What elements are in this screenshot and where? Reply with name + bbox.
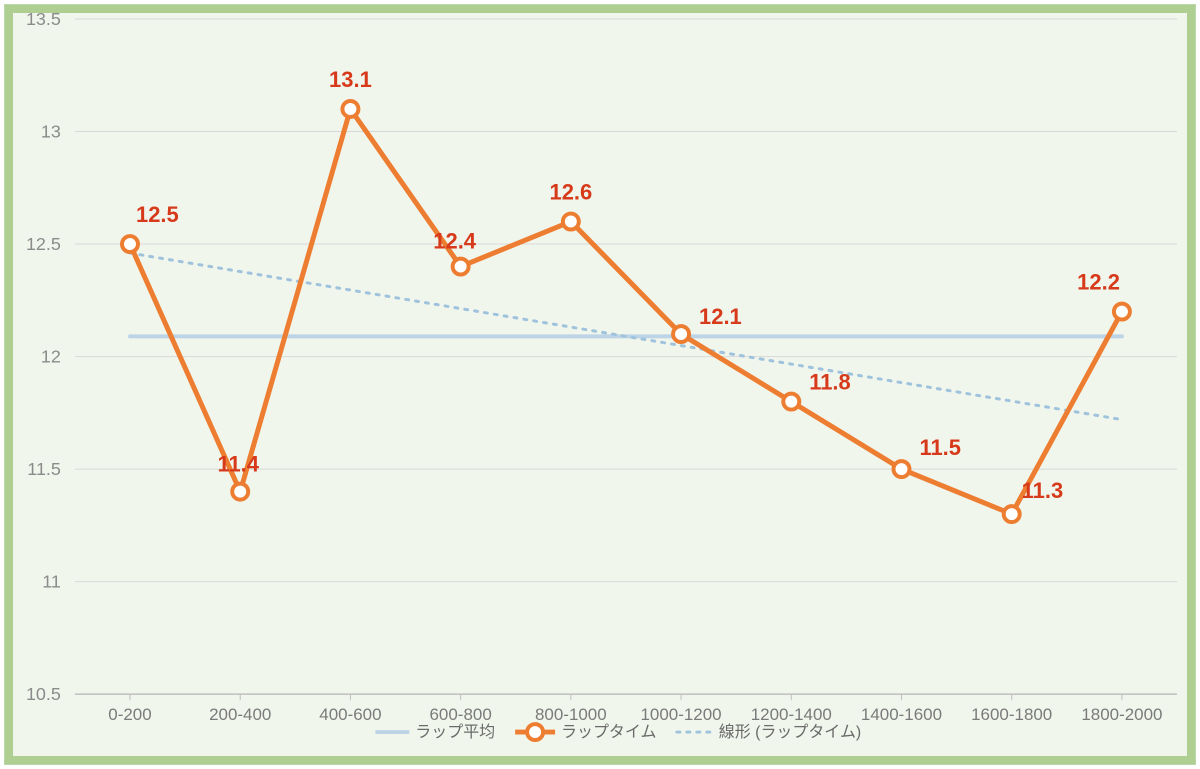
chart-inner-frame: 10.5 11 11.5 12 12.5 13 13.5 0-200 200-400 400-60… [9, 9, 1191, 760]
x-tick-label: 400-600 [319, 705, 381, 724]
chart-container: 10.5 11 11.5 12 12.5 13 13.5 0-200 200-400 400-60… [0, 0, 1200, 769]
lap-marker [1114, 304, 1130, 320]
legend-avg-label: ラップ平均 [415, 723, 495, 741]
x-tick-label: 1200-1400 [751, 705, 832, 724]
data-label: 12.1 [699, 304, 742, 329]
chart-outer-frame: 10.5 11 11.5 12 12.5 13 13.5 0-200 200-400 400-60… [4, 4, 1196, 765]
chart-plot-region: 10.5 11 11.5 12 12.5 13 13.5 0-200 200-400 400-60… [13, 13, 1187, 756]
legend-trend-label: 線形 (ラップタイム) [719, 723, 861, 741]
x-tick-label: 1800-2000 [1081, 705, 1162, 724]
lap-marker [673, 326, 689, 342]
lap-marker [783, 394, 799, 410]
y-tick-label: 13 [41, 122, 61, 142]
legend-series-label: ラップタイム [561, 723, 656, 741]
data-label: 12.6 [549, 180, 592, 205]
y-tick-label: 12 [41, 347, 61, 367]
x-tick-label: 0-200 [108, 705, 151, 724]
data-label: 11.3 [1022, 478, 1064, 503]
data-label: 11.4 [217, 452, 259, 477]
chart-svg: 10.5 11 11.5 12 12.5 13 13.5 0-200 200-400 400-60… [13, 13, 1187, 756]
lap-marker [1004, 506, 1020, 522]
data-label: 11.5 [919, 435, 961, 460]
x-tick-label: 1600-1800 [971, 705, 1052, 724]
x-tick-label: 800-1000 [535, 705, 607, 724]
legend-series-marker [527, 724, 543, 740]
x-tick-label: 600-800 [430, 705, 492, 724]
data-label: 13.1 [329, 67, 372, 92]
x-tick-label: 1400-1600 [861, 705, 942, 724]
x-tick-label: 1000-1200 [641, 705, 722, 724]
y-tick-label: 10.5 [26, 684, 61, 704]
y-tick-label: 11.5 [27, 459, 61, 479]
data-label: 12.2 [1077, 270, 1120, 295]
lap-marker [232, 484, 248, 500]
lap-marker [453, 259, 469, 275]
legend: ラップ平均 ラップタイム 線形 (ラップタイム) [375, 723, 861, 741]
y-tick-label: 13.5 [26, 13, 61, 29]
lap-series-line [130, 109, 1122, 514]
lap-marker [563, 214, 579, 230]
y-tick-label: 12.5 [26, 234, 61, 254]
lap-marker [122, 236, 138, 252]
y-tick-label: 11 [42, 572, 61, 592]
data-label: 12.5 [136, 202, 179, 227]
x-tick-label: 200-400 [209, 705, 271, 724]
data-label: 12.4 [433, 229, 477, 254]
data-label: 11.8 [809, 370, 851, 395]
lap-marker [894, 461, 910, 477]
lap-marker [342, 101, 358, 117]
